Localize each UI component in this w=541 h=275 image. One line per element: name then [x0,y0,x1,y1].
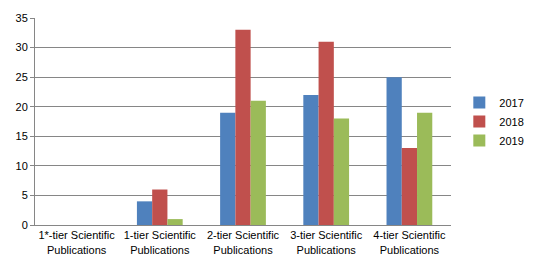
svg-text:2-tier ScientificPublications: 2-tier ScientificPublications [207,229,280,255]
svg-text:4-tier ScientificPublications: 4-tier ScientificPublications [373,229,446,255]
svg-text:1-tier ScientificPublications: 1-tier ScientificPublications [124,229,197,255]
svg-text:20: 20 [16,101,28,113]
svg-text:2018: 2018 [499,116,523,128]
svg-text:3-tier ScientificPublications: 3-tier ScientificPublications [290,229,363,255]
svg-text:1*-tier ScientificPublications: 1*-tier ScientificPublications [38,229,115,255]
svg-text:15: 15 [16,130,28,142]
svg-text:35: 35 [16,12,28,24]
svg-text:0: 0 [22,219,28,231]
svg-text:10: 10 [16,160,28,172]
svg-text:5: 5 [22,189,28,201]
svg-text:2017: 2017 [499,97,523,109]
svg-text:30: 30 [16,41,28,53]
svg-text:25: 25 [16,71,28,83]
svg-text:2019: 2019 [499,135,523,147]
